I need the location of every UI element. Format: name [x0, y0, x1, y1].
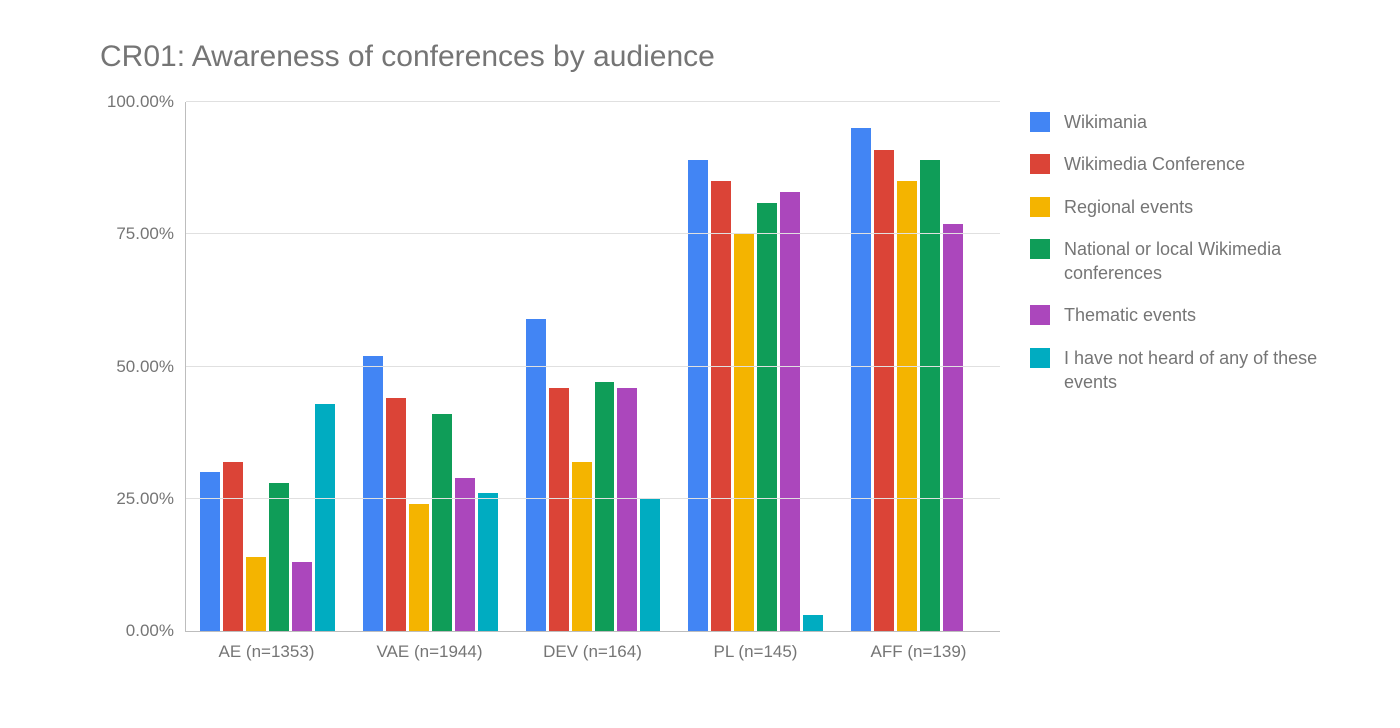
bar: [269, 483, 289, 631]
bar: [292, 562, 312, 631]
bar: [363, 356, 383, 631]
bar-group: [349, 102, 512, 631]
bar: [688, 160, 708, 631]
bar: [478, 493, 498, 631]
legend-swatch: [1030, 348, 1050, 368]
bar: [386, 398, 406, 631]
legend-item: Regional events: [1030, 195, 1320, 219]
legend: Wikimania Wikimedia Conference Regional ev…: [1030, 102, 1320, 412]
ytick-label: 100.00%: [107, 92, 186, 112]
bar: [897, 181, 917, 631]
gridline: [186, 498, 1000, 499]
legend-swatch: [1030, 239, 1050, 259]
legend-swatch: [1030, 112, 1050, 132]
bar-group: [186, 102, 349, 631]
bar: [572, 462, 592, 631]
bar-group: [512, 102, 675, 631]
xaxis-labels: AE (n=1353)VAE (n=1944)DEV (n=164)PL (n=…: [185, 642, 1000, 662]
chart-body: 0.00%25.00%50.00%75.00%100.00% AE (n=135…: [100, 102, 1340, 662]
bar: [803, 615, 823, 631]
gridline: [186, 101, 1000, 102]
legend-label: Wikimedia Conference: [1064, 152, 1245, 176]
legend-swatch: [1030, 197, 1050, 217]
legend-label: Regional events: [1064, 195, 1193, 219]
bar: [734, 234, 754, 631]
legend-item: Wikimania: [1030, 110, 1320, 134]
bar: [943, 224, 963, 631]
xtick-label: DEV (n=164): [511, 642, 674, 662]
bar: [595, 382, 615, 631]
chart-container: CR01: Awareness of conferences by audien…: [100, 40, 1340, 662]
bar: [874, 150, 894, 631]
legend-item: Thematic events: [1030, 303, 1320, 327]
chart-plot-column: 0.00%25.00%50.00%75.00%100.00% AE (n=135…: [100, 102, 1000, 662]
bar: [246, 557, 266, 631]
xtick-label: AFF (n=139): [837, 642, 1000, 662]
bar: [432, 414, 452, 631]
legend-label: Wikimania: [1064, 110, 1147, 134]
bar: [920, 160, 940, 631]
ytick-label: 75.00%: [116, 224, 186, 244]
ytick-label: 25.00%: [116, 489, 186, 509]
plot-area: 0.00%25.00%50.00%75.00%100.00%: [185, 102, 1000, 632]
legend-label: National or local Wikimedia conferences: [1064, 237, 1320, 286]
bar: [200, 472, 220, 631]
xtick-label: AE (n=1353): [185, 642, 348, 662]
plot-wrap: 0.00%25.00%50.00%75.00%100.00%: [185, 102, 1000, 632]
bar-group: [837, 102, 1000, 631]
bar: [455, 478, 475, 631]
legend-label: I have not heard of any of these events: [1064, 346, 1320, 395]
bar: [851, 128, 871, 631]
gridline: [186, 366, 1000, 367]
gridline: [186, 233, 1000, 234]
legend-item: National or local Wikimedia conferences: [1030, 237, 1320, 286]
bar: [223, 462, 243, 631]
bar-group: [674, 102, 837, 631]
bar: [780, 192, 800, 631]
legend-item: Wikimedia Conference: [1030, 152, 1320, 176]
bar: [757, 203, 777, 631]
xtick-label: VAE (n=1944): [348, 642, 511, 662]
legend-item: I have not heard of any of these events: [1030, 346, 1320, 395]
bar: [711, 181, 731, 631]
bar: [409, 504, 429, 631]
bar: [640, 499, 660, 631]
bar: [617, 388, 637, 631]
chart-title: CR01: Awareness of conferences by audien…: [100, 40, 1340, 74]
ytick-label: 50.00%: [116, 357, 186, 377]
ytick-label: 0.00%: [126, 621, 186, 641]
legend-swatch: [1030, 305, 1050, 325]
bar: [315, 404, 335, 631]
groups-row: [186, 102, 1000, 631]
legend-swatch: [1030, 154, 1050, 174]
bar: [549, 388, 569, 631]
legend-label: Thematic events: [1064, 303, 1196, 327]
xtick-label: PL (n=145): [674, 642, 837, 662]
